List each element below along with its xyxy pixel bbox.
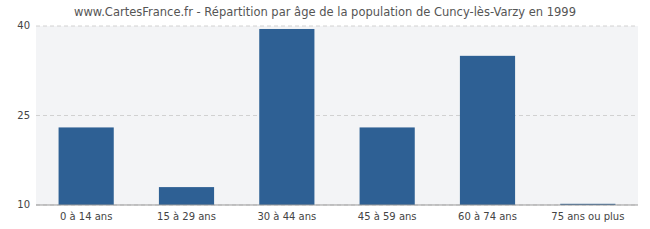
x-axis-line <box>36 205 638 206</box>
x-tick-label: 0 à 14 ans <box>60 211 112 222</box>
x-tick-label: 15 à 29 ans <box>157 211 216 222</box>
grid-line <box>36 26 638 27</box>
chart: 10 25 40 0 à 14 ans 15 à 29 ans 30 à 44 ans 45… <box>0 0 650 229</box>
x-tick-label: 30 à 44 ans <box>257 211 316 222</box>
y-tick-label: 10 <box>17 199 30 210</box>
bar <box>360 127 415 205</box>
grid-line <box>36 115 638 116</box>
y-tick-label: 25 <box>17 110 30 121</box>
title: www.CartesFrance.fr - Répartition par âg… <box>74 5 576 19</box>
grid-line <box>36 205 638 206</box>
x-tick-label: 75 ans ou plus <box>551 211 624 222</box>
y-tick-label: 40 <box>17 20 30 31</box>
chart-container: 10 25 40 0 à 14 ans 15 à 29 ans 30 à 44 ans 45… <box>0 0 650 229</box>
y-axis: 10 25 40 <box>17 20 30 210</box>
plot-background <box>36 26 638 205</box>
grid <box>36 26 638 205</box>
bar <box>59 127 114 205</box>
bar <box>460 56 515 205</box>
bars <box>59 29 616 205</box>
x-tick-label: 45 à 59 ans <box>358 211 417 222</box>
x-tick-label: 60 à 74 ans <box>458 211 517 222</box>
bar <box>159 187 214 205</box>
x-axis: 0 à 14 ans 15 à 29 ans 30 à 44 ans 45 à 59 … <box>60 211 624 222</box>
bar <box>259 29 314 205</box>
